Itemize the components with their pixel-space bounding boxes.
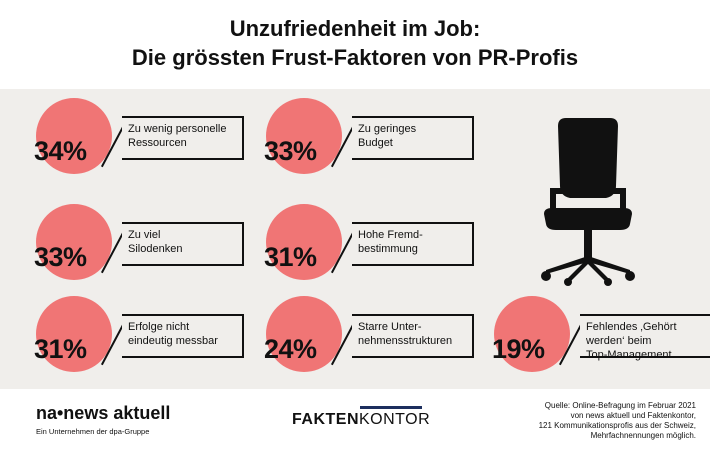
source-note: Quelle: Online-Befragung im Februar 2021… [538,401,696,440]
factor-circle [266,98,342,174]
factor-percent: 24% [264,334,317,364]
office-chair-icon [541,118,635,286]
factor-label: Zu wenig personelle Ressourcen [122,116,244,160]
factor-item: 33% Zu viel Silodenken [34,204,256,280]
title-line-2: Die grössten Frust-Faktoren von PR-Profi… [131,45,579,70]
factor-item: 24% Starre Unter- nehmensstrukturen [264,296,486,372]
title-line-1: Unzufriedenheit im Job: [229,16,481,41]
factor-item: 19% Fehlendes ‚Gehört werden‘ beim Top-M… [492,296,710,372]
factor-circle [266,296,342,372]
factor-item: 34% Zu wenig personelle Ressourcen [34,98,256,174]
factor-percent: 19% [492,334,545,364]
factor-percent: 31% [264,242,317,272]
factor-percent: 34% [34,136,87,166]
news-aktuell-logo: na•news aktuell [36,403,171,423]
factor-circle [36,98,112,174]
factor-label: Zu geringes Budget [352,116,474,160]
factor-item: 33% Zu geringes Budget [264,98,486,174]
factor-circle [494,296,570,372]
factor-circle [36,204,112,280]
factor-circle [266,204,342,280]
factor-percent: 33% [264,136,317,166]
factor-label: Hohe Fremd- bestimmung [352,222,474,266]
faktenkontor-logo: FAKTENKONTOR [292,411,430,429]
news-aktuell-subtitle: Ein Unternehmen der dpa-Gruppe [36,427,150,436]
faktenkontor-logo-bar [360,406,422,409]
factor-percent: 33% [34,242,87,272]
faktenkontor-logo-light: KONTOR [359,411,431,428]
faktenkontor-logo-bold: FAKTEN [292,411,359,428]
factor-label: Erfolge nicht eindeutig messbar [122,314,244,358]
factor-item: 31% Erfolge nicht eindeutig messbar [34,296,256,372]
chart-title: Unzufriedenheit im Job: Die grössten Fru… [0,14,710,72]
factor-label: Zu viel Silodenken [122,222,244,266]
factor-circle [36,296,112,372]
factor-label: Starre Unter- nehmensstrukturen [352,314,474,358]
footer: na•news aktuell Ein Unternehmen der dpa-… [0,389,710,457]
factor-percent: 31% [34,334,87,364]
factor-label: Fehlendes ‚Gehört werden‘ beim Top-Manag… [580,314,710,361]
factor-item: 31% Hohe Fremd- bestimmung [264,204,486,280]
